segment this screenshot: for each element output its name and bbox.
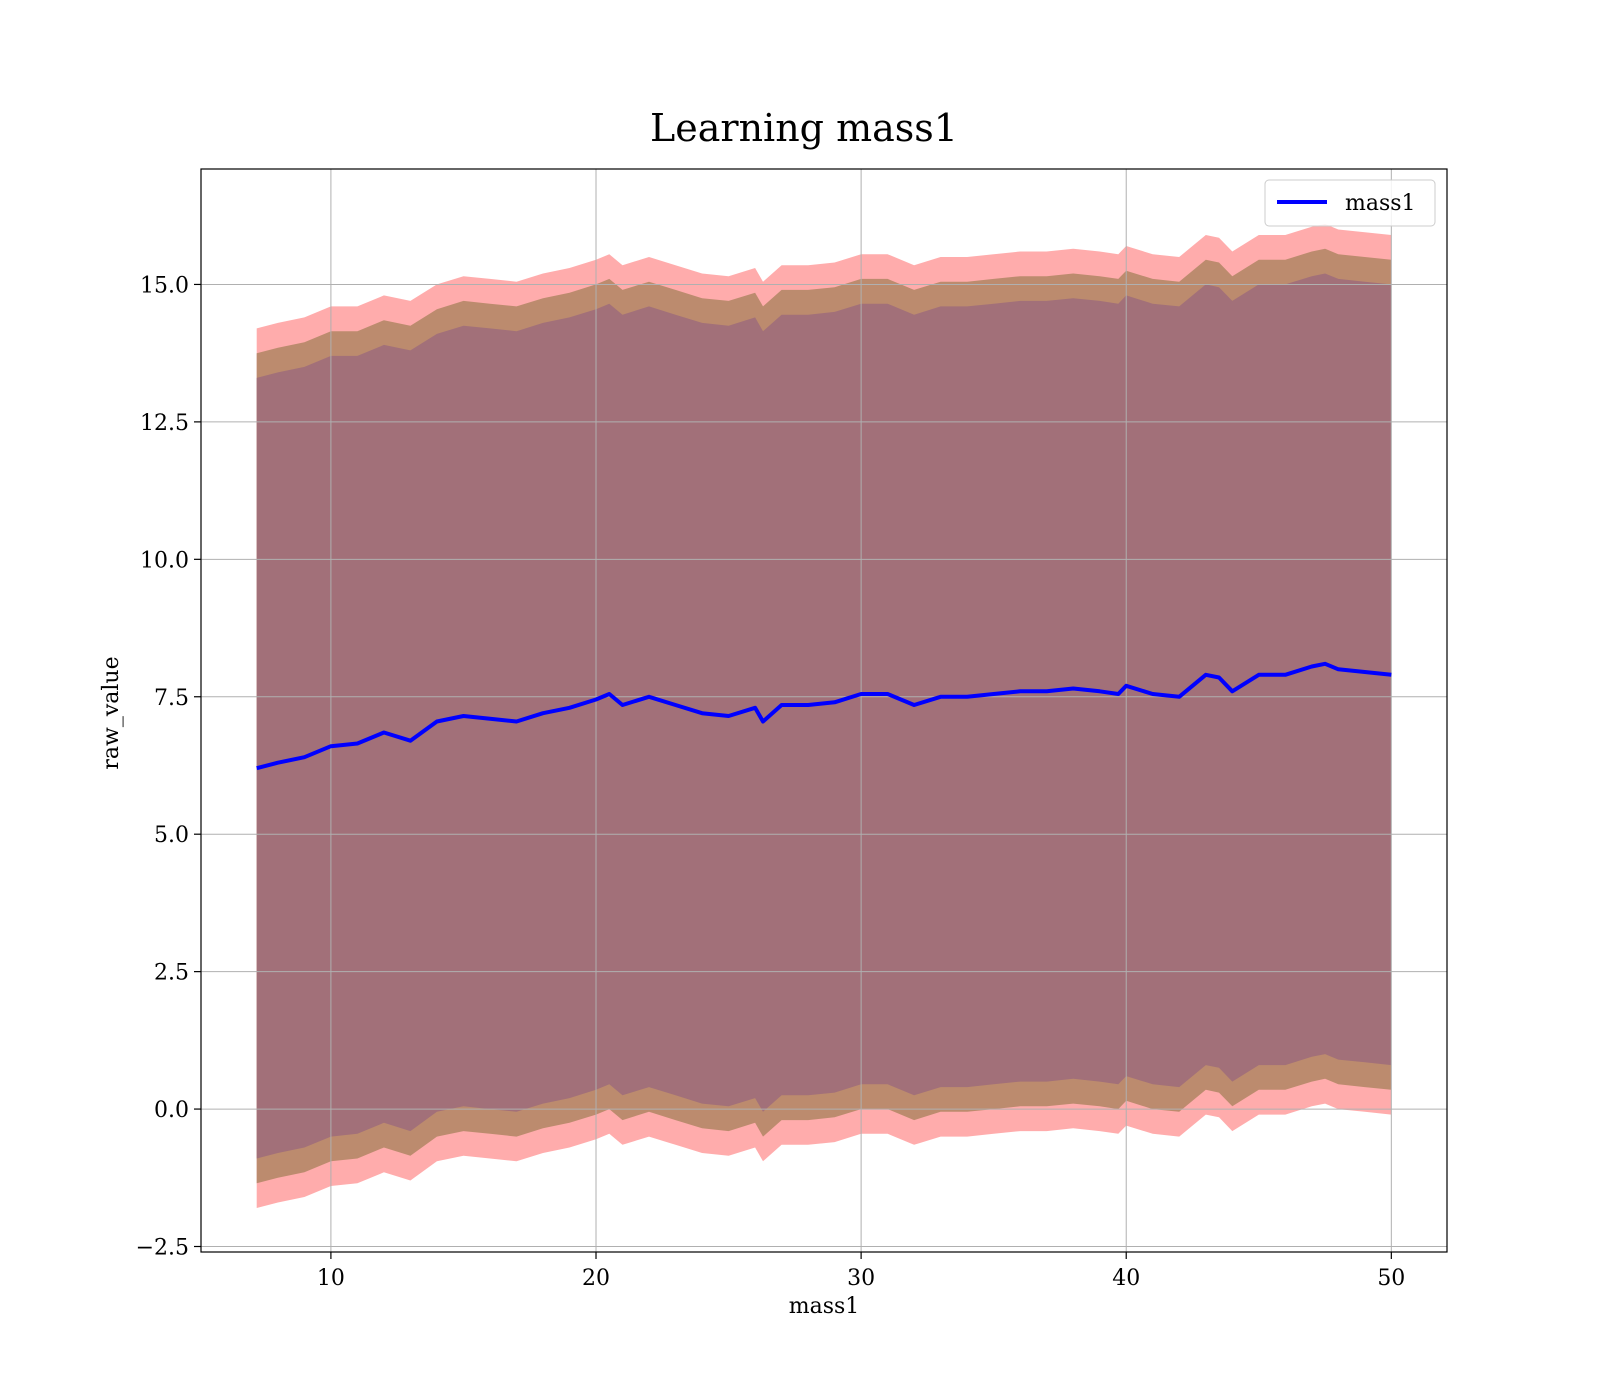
y-tick-label: 10.0: [140, 548, 189, 573]
chart-title: Learning mass1: [650, 106, 958, 150]
x-tick-label: 20: [582, 1266, 610, 1291]
x-axis-label: mass1: [789, 1294, 860, 1319]
y-tick-label: −2.5: [136, 1236, 189, 1261]
legend-box: [1264, 179, 1436, 227]
legend: mass1: [1264, 179, 1436, 227]
grid: [201, 169, 1447, 1252]
x-tick-label: 40: [1112, 1266, 1140, 1291]
y-tick-label: 2.5: [154, 961, 189, 986]
y-axis-label: raw_value: [99, 656, 124, 769]
x-tick-label: 30: [847, 1266, 875, 1291]
y-tick-label: 5.0: [154, 823, 189, 848]
series-lines: [256, 661, 1392, 771]
y-axis-ticks: −2.5 0.0 2.5 5.0 7.5 10.0 12.5 15.0: [136, 273, 201, 1261]
y-tick-label: 15.0: [140, 273, 189, 298]
x-axis-ticks: 10 20 30 40 50: [317, 1252, 1405, 1291]
y-tick-label: 12.5: [140, 411, 189, 436]
x-tick-label: 10: [317, 1266, 345, 1291]
confidence-bands: [256, 224, 1392, 1208]
y-tick-label: 7.5: [154, 686, 189, 711]
series-line-mass1: [256, 661, 1392, 771]
x-tick-label: 50: [1377, 1266, 1405, 1291]
plot-frame: [200, 168, 1448, 1253]
legend-label-mass1: mass1: [1345, 191, 1416, 216]
y-tick-label: 0.0: [154, 1098, 189, 1123]
band-inner: [256, 273, 1392, 1159]
